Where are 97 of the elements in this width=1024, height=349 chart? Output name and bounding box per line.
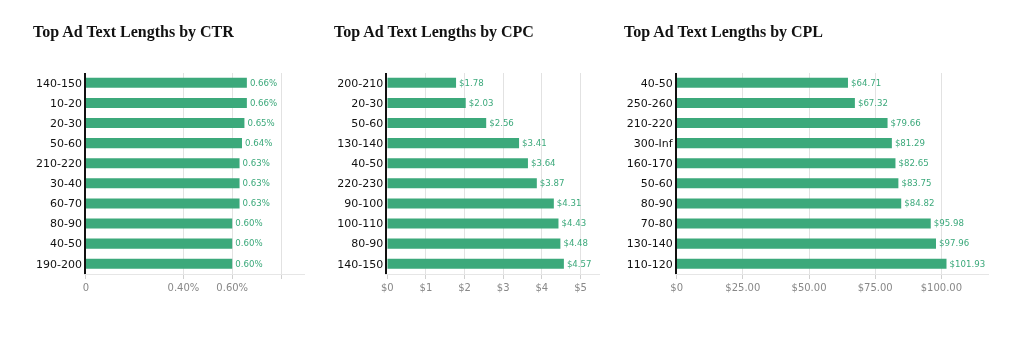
data-label: $1.78 <box>459 77 484 88</box>
data-label: $3.87 <box>539 178 565 189</box>
data-label: $4.31 <box>556 198 582 209</box>
data-label: $79.66 <box>890 117 921 128</box>
y-tick-label: 70-80 <box>640 217 673 231</box>
bar <box>676 97 855 108</box>
y-tick-label: 200-210 <box>337 76 384 90</box>
data-label: $64.71 <box>850 77 882 88</box>
bar <box>387 118 487 129</box>
bar <box>676 138 892 149</box>
y-tick-label: 140-150 <box>337 257 384 271</box>
bar <box>387 218 559 229</box>
x-tick-label: $2 <box>458 281 471 293</box>
y-tick-label: 80-90 <box>351 237 384 251</box>
data-label: $97.96 <box>939 238 970 249</box>
y-tick-label: 110-120 <box>626 257 673 271</box>
y-tick-label: 100-110 <box>337 217 384 231</box>
x-tick-label: $50.00 <box>791 281 827 293</box>
bar <box>387 158 528 169</box>
y-tick-label: 50-60 <box>351 116 384 130</box>
x-tick-label: $25.00 <box>725 281 761 293</box>
data-label: 0.63% <box>242 158 270 169</box>
y-tick-label: 210-220 <box>626 116 673 130</box>
x-tick-label: $0 <box>380 281 394 293</box>
data-label: 0.63% <box>242 178 270 189</box>
bar <box>676 198 902 209</box>
data-label: $95.98 <box>933 218 964 229</box>
bar <box>676 118 888 129</box>
y-tick-label: 250-260 <box>626 96 673 110</box>
y-tick-label: 130-140 <box>626 237 673 251</box>
data-label: 0.60% <box>235 258 263 269</box>
y-tick-label: 50-60 <box>49 136 82 150</box>
data-label: 0.65% <box>247 117 275 128</box>
x-tick-label: $3 <box>496 281 510 293</box>
y-tick-label: 190-200 <box>35 257 82 271</box>
y-tick-label: 80-90 <box>49 217 82 231</box>
y-tick-label: 30-40 <box>49 177 82 191</box>
data-label: 0.60% <box>235 238 263 249</box>
bar <box>387 198 554 209</box>
y-tick-label: 60-70 <box>49 197 82 211</box>
data-label: $3.64 <box>530 158 556 169</box>
y-tick-label: 140-150 <box>35 76 82 90</box>
data-label: 0.63% <box>242 198 270 209</box>
bar <box>676 258 947 269</box>
y-tick-label: 160-170 <box>626 157 673 171</box>
data-label: 0.60% <box>235 218 263 229</box>
y-tick-label: 20-30 <box>49 116 82 130</box>
x-tick-label: $5 <box>574 281 587 293</box>
x-tick-label: $1 <box>419 281 433 293</box>
data-label: $2.03 <box>468 97 494 108</box>
bar <box>676 218 931 229</box>
y-tick-label: 210-220 <box>35 157 82 171</box>
data-label: $83.75 <box>901 178 932 189</box>
y-tick-label: 20-30 <box>351 96 384 110</box>
data-label: $2.56 <box>489 117 514 128</box>
data-label: $4.57 <box>566 258 592 269</box>
y-tick-label: 80-90 <box>640 197 673 211</box>
bar <box>387 97 466 108</box>
data-label: $67.32 <box>857 97 889 108</box>
y-tick-label: 220-230 <box>337 177 384 191</box>
bar <box>676 178 899 189</box>
data-label: 0.64% <box>244 138 273 149</box>
y-tick-label: 40-50 <box>351 157 384 171</box>
y-tick-label: 90-100 <box>344 197 384 211</box>
x-tick-label: 0.60% <box>216 281 249 293</box>
y-tick-label: 130-140 <box>337 136 384 150</box>
y-tick-label: 300-Inf <box>633 136 674 150</box>
x-tick-label: $0 <box>670 281 684 293</box>
y-tick-label: 40-50 <box>640 76 673 90</box>
chart-title: Top Ad Text Lengths by CPL <box>624 23 824 41</box>
bar <box>676 238 936 249</box>
chart-title: Top Ad Text Lengths by CPC <box>334 23 534 41</box>
data-label: 0.66% <box>249 77 278 88</box>
bar <box>676 77 848 88</box>
data-label: $3.41 <box>522 138 547 149</box>
x-tick-label: $75.00 <box>857 281 893 293</box>
y-tick-label: 10-20 <box>49 96 82 110</box>
x-tick-label: $100.00 <box>920 281 963 293</box>
bar <box>387 258 564 269</box>
data-label: $4.43 <box>561 218 587 229</box>
data-label: $101.93 <box>949 258 986 269</box>
chart-title: Top Ad Text Lengths by CTR <box>33 23 235 41</box>
x-tick-label: $4 <box>535 281 549 293</box>
x-tick-label: 0.40% <box>167 281 200 293</box>
data-label: $4.48 <box>563 238 589 249</box>
y-tick-label: 40-50 <box>49 237 82 251</box>
bar <box>387 138 520 149</box>
data-label: $81.29 <box>894 138 925 149</box>
data-label: $82.65 <box>898 158 929 169</box>
y-tick-label: 50-60 <box>640 177 673 191</box>
data-label: $84.82 <box>904 198 935 209</box>
data-label: 0.66% <box>249 97 278 108</box>
x-tick-label: 0 <box>82 281 90 293</box>
bar <box>387 238 561 249</box>
bar <box>676 158 896 169</box>
bar <box>387 178 537 189</box>
bar <box>387 77 457 88</box>
